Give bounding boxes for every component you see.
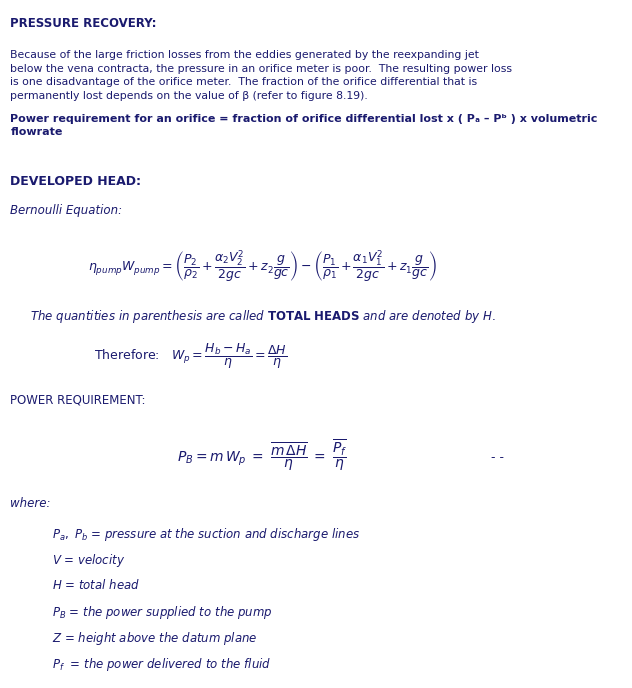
Text: $P_B$ = the power supplied to the pump: $P_B$ = the power supplied to the pump — [52, 604, 273, 621]
Text: $H$ = total head: $H$ = total head — [52, 578, 140, 592]
Text: $P_a,\ P_b$ = pressure at the suction and discharge lines: $P_a,\ P_b$ = pressure at the suction an… — [52, 526, 361, 543]
Text: Bernoulli Equation:: Bernoulli Equation: — [11, 204, 123, 217]
Text: $\eta_{pump}W_{pump} = \left(\dfrac{P_2}{\rho_2}+\dfrac{\alpha_2 V_2^2}{2gc}+z_2: $\eta_{pump}W_{pump} = \left(\dfrac{P_2}… — [88, 249, 437, 285]
Text: - -: - - — [490, 451, 504, 464]
Text: DEVELOPED HEAD:: DEVELOPED HEAD: — [11, 175, 142, 189]
Text: $\it{The\ quantities\ in\ parenthesis\ are\ called\ }$$\bf{TOTAL\ HEADS}$$\it{\ : $\it{The\ quantities\ in\ parenthesis\ a… — [30, 308, 495, 325]
Text: $V$ = velocity: $V$ = velocity — [52, 552, 126, 569]
Text: $Z$ = height above the datum plane: $Z$ = height above the datum plane — [52, 630, 258, 647]
Text: where:: where: — [11, 497, 51, 510]
Text: $P_f\ $ = the power delivered to the fluid: $P_f\ $ = the power delivered to the flu… — [52, 656, 272, 674]
Text: POWER REQUIREMENT:: POWER REQUIREMENT: — [11, 394, 146, 407]
Text: Therefore:   $W_p = \dfrac{H_b-H_a}{\eta} = \dfrac{\Delta H}{\eta}$: Therefore: $W_p = \dfrac{H_b-H_a}{\eta} … — [94, 342, 288, 371]
Text: PRESSURE RECOVERY:: PRESSURE RECOVERY: — [11, 17, 157, 30]
Text: Because of the large friction losses from the eddies generated by the reexpandin: Because of the large friction losses fro… — [11, 50, 513, 101]
Text: Power requirement for an orifice = fraction of orifice differential lost x ( Pₐ : Power requirement for an orifice = fract… — [11, 114, 598, 137]
Text: $P_B = m\,W_p \;=\; \dfrac{\overline{m\,\Delta H}}{\eta} \;=\; \dfrac{\overline{: $P_B = m\,W_p \;=\; \dfrac{\overline{m\,… — [178, 438, 348, 473]
